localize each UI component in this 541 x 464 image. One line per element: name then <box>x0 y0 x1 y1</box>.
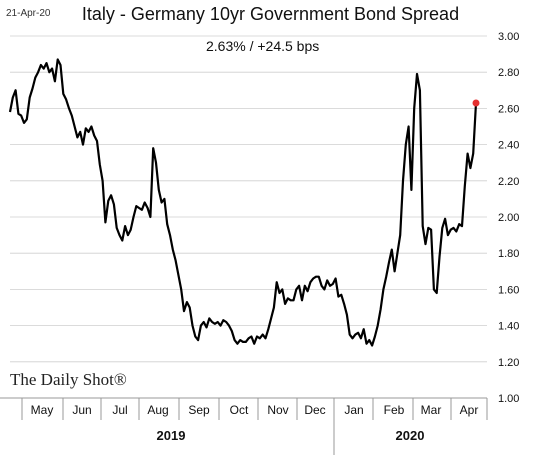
x-year-label: 2020 <box>396 428 425 443</box>
x-month-label: Apr <box>460 403 479 417</box>
y-tick-label: 2.00 <box>498 212 519 224</box>
chart-title: Italy - Germany 10yr Government Bond Spr… <box>81 4 460 24</box>
y-tick-label: 2.80 <box>498 67 519 79</box>
y-tick-label: 1.40 <box>498 321 519 333</box>
x-axis: May Jun Jul Aug Sep Oct Nov Dec Jan Feb Mar Apr 2019… <box>0 397 488 455</box>
x-month-label: Dec <box>304 403 325 417</box>
last-value-marker <box>472 99 480 107</box>
x-month-label: Mar <box>421 403 442 417</box>
y-tick-label: 2.60 <box>498 103 519 115</box>
date-stamp: 21-Apr-20 <box>6 8 51 19</box>
chart-subtitle: 2.63% / +24.5 bps <box>206 38 320 54</box>
y-tick-label: 1.00 <box>498 393 519 405</box>
x-month-label: Nov <box>267 403 288 417</box>
y-tick-label: 2.40 <box>498 140 519 152</box>
y-tick-label: 1.60 <box>498 284 519 296</box>
x-month-label: Jun <box>72 403 91 417</box>
x-month-label: Feb <box>384 403 405 417</box>
y-tick-label: 1.80 <box>498 248 519 260</box>
x-month-label: Aug <box>147 403 168 417</box>
y-tick-label: 1.20 <box>498 357 519 369</box>
spread-line <box>8 58 478 347</box>
x-month-label: Sep <box>188 403 210 417</box>
x-year-label: 2019 <box>157 428 186 443</box>
x-month-label: Oct <box>230 403 249 417</box>
y-axis: 1.00 1.20 1.40 1.60 1.80 2.00 2.20 2.40 2.60 2.80… <box>498 31 519 405</box>
y-tick-label: 2.20 <box>498 176 519 188</box>
source-branding: The Daily Shot® <box>10 370 127 389</box>
x-month-label: Jul <box>112 403 127 417</box>
y-tick-label: 3.00 <box>498 31 519 43</box>
x-month-label: May <box>31 403 54 417</box>
x-month-label: Jan <box>344 403 363 417</box>
